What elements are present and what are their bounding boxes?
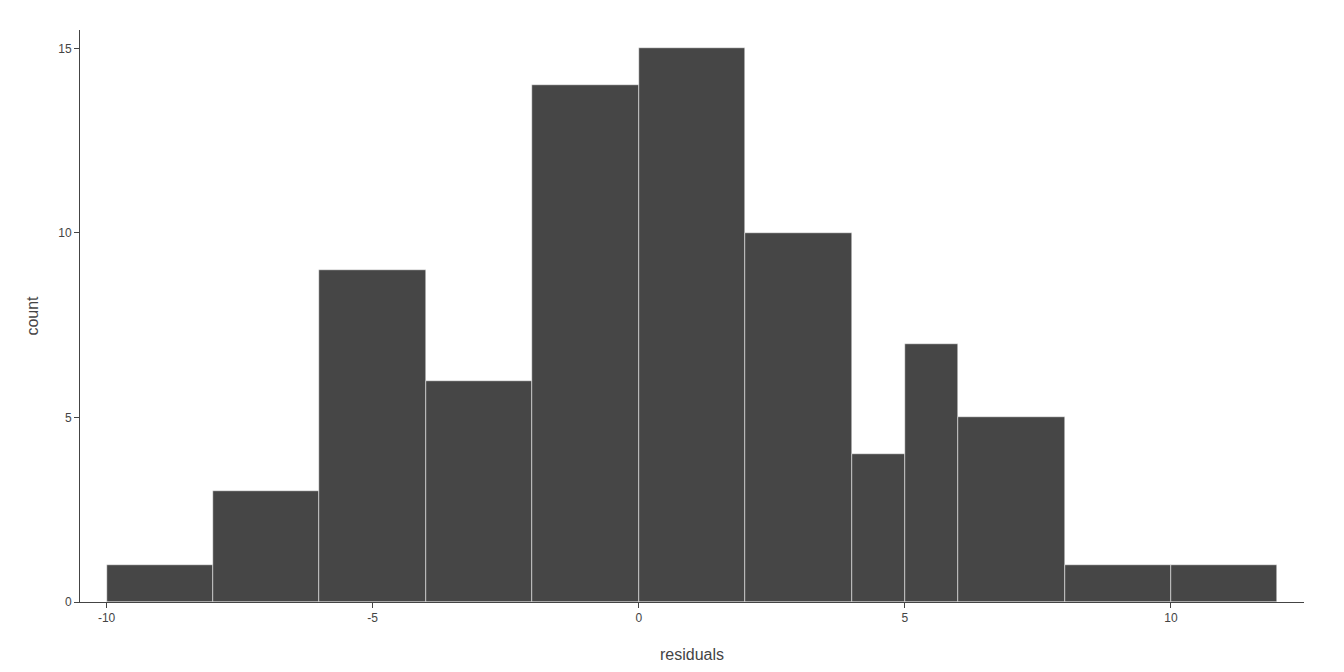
- svg-text:5: 5: [65, 411, 72, 425]
- svg-text:15: 15: [58, 42, 72, 56]
- svg-text:-10: -10: [98, 611, 116, 625]
- svg-text:5: 5: [902, 611, 909, 625]
- svg-text:0: 0: [635, 611, 642, 625]
- svg-text:residuals: residuals: [660, 646, 724, 663]
- svg-text:-5: -5: [367, 611, 378, 625]
- svg-text:0: 0: [65, 595, 72, 609]
- svg-text:10: 10: [1164, 611, 1178, 625]
- svg-text:count: count: [24, 296, 41, 336]
- svg-text:10: 10: [58, 226, 72, 240]
